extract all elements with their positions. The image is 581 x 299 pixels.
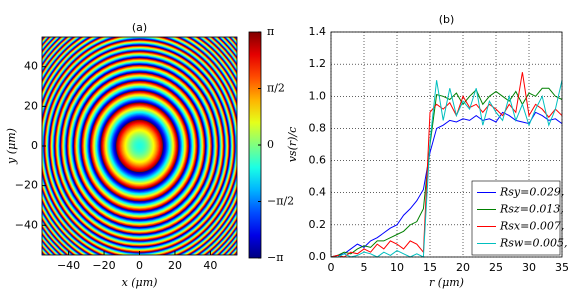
chart-title: (b) [439, 13, 455, 26]
series-line [331, 80, 563, 258]
x-tick-label: 15 [423, 261, 437, 274]
x-tick-label: 25 [489, 261, 503, 274]
y-tick-label: 0.8 [309, 121, 327, 134]
chart-title: (a) [132, 21, 147, 34]
y-tick-label: −40 [15, 218, 38, 231]
y-tick-label: 0.0 [309, 250, 327, 263]
legend-label: Rsz=0.013, [499, 203, 564, 216]
legend-label: Rsx=0.007, [499, 220, 564, 233]
colorbar-tick-label: π/2 [267, 82, 285, 95]
y-tick-label: 0.4 [309, 186, 327, 199]
plot-frame [330, 31, 563, 258]
x-tick-label: 20 [456, 261, 470, 274]
y-axis-label: vs(r)/c [286, 127, 299, 163]
phase-image [42, 37, 237, 255]
y-tick-label: 1.4 [309, 25, 327, 38]
y-axis-label: y (μm) [5, 128, 18, 165]
series-line [330, 111, 563, 258]
y-tick-label: 0 [31, 139, 38, 152]
y-tick-label: 0.6 [309, 154, 327, 167]
series-line [330, 87, 563, 258]
y-tick-label: 40 [24, 60, 38, 73]
x-axis-label: x (μm) [122, 276, 158, 289]
x-tick-label: 40 [203, 259, 217, 272]
legend-label: Rsw=0.005, [499, 237, 568, 250]
x-tick-label: 5 [361, 261, 368, 274]
x-tick-label: 20 [168, 259, 182, 272]
x-tick-label: 0 [136, 259, 143, 272]
x-tick-label: 30 [522, 261, 536, 274]
x-axis-label: r (μm) [429, 276, 464, 289]
colorbar-tick-label: π [267, 25, 274, 38]
y-tick-label: 1.2 [309, 57, 327, 70]
phase-ring [139, 145, 140, 147]
x-tick-label: −20 [92, 259, 115, 272]
colorbar-tick-label: −π [267, 251, 283, 264]
x-tick-label: −40 [57, 259, 80, 272]
x-tick-label: 35 [555, 261, 569, 274]
colorbar-tick-label: 0 [267, 138, 274, 151]
legend-label: Rsy=0.029, [499, 186, 564, 199]
y-tick-label: 0.2 [309, 218, 327, 231]
y-tick-label: 1.0 [309, 89, 327, 102]
x-tick-label: 10 [390, 261, 404, 274]
x-tick-label: 0 [328, 261, 335, 274]
y-tick-label: −20 [15, 179, 38, 192]
colorbar-tick-label: −π/2 [267, 195, 294, 208]
y-tick-label: 20 [24, 99, 38, 112]
legend-box [471, 180, 561, 256]
